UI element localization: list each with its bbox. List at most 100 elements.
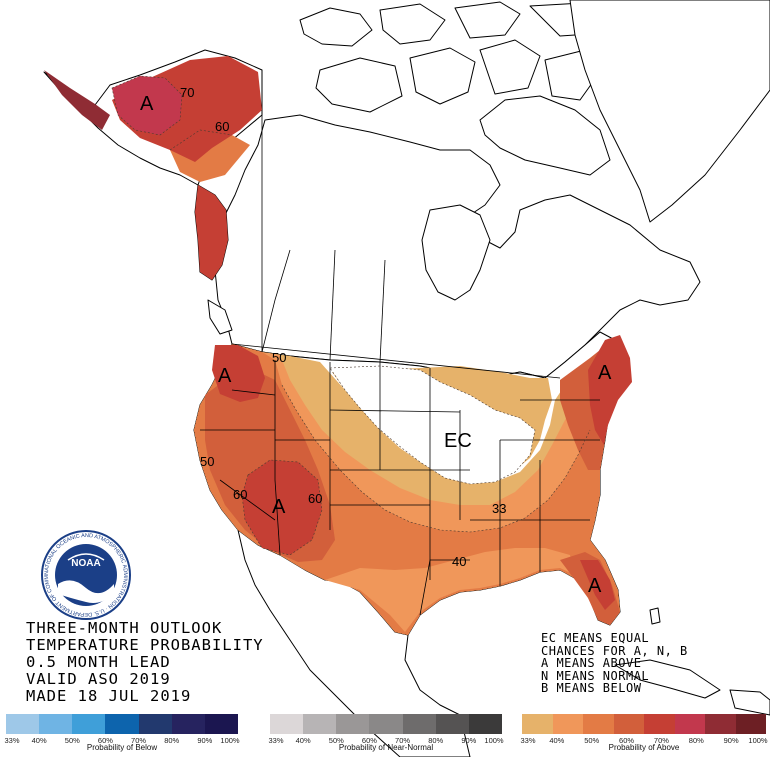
colorbar-tick-label: 60% [361,736,377,745]
colorbar-tick-label: 70% [131,736,147,745]
shade-sw-70 [242,460,322,555]
colorbar-tick-label: 33% [4,736,20,745]
svg-text:NOAA: NOAA [71,558,100,569]
colorbar-tick-label: 80% [428,736,444,745]
colorbar-swatch [552,714,583,734]
arctic-island [315,57,403,113]
colorbar-tick-label: 33% [520,736,536,745]
colorbar-tick-label: 90% [197,736,213,745]
colorbar-title: Probability of Below [86,743,158,752]
colorbar-swatch [522,714,553,734]
label-mid-33: 33 [492,501,506,516]
colorbar-swatch [72,714,106,734]
arctic-island [454,1,521,39]
colorbar-tick-label: 70% [395,736,411,745]
colorbar-tick-label: 70% [653,736,669,745]
colorbar-tick-label: 40% [295,736,311,745]
colorbar-tick-label: 80% [688,736,704,745]
colorbar-tick-label: 50% [64,736,80,745]
arctic-island [299,7,373,47]
label-alaska-a: A [140,93,154,115]
ec-legend: EC MEANS EQUAL CHANCES FOR A, N, B A MEA… [541,632,688,695]
greenland [569,0,770,223]
ec-legend-line: N MEANS NORMAL [541,668,650,683]
map-labels: A 70 60 A 50 50 60 A 60 EC 33 40 A A [140,85,612,597]
colorbar-swatch [613,714,644,734]
label-nw-50: 50 [272,350,286,365]
contour-lines [111,75,591,556]
colorbar-tick-label: 33% [268,736,284,745]
probability-shading [44,56,632,635]
political-lines [200,110,600,616]
colorbar-tick-label: 60% [97,736,113,745]
colorbar-tick-label: 40% [31,736,47,745]
colorbar-tick-label: 90% [461,736,477,745]
colorbar-swatch [105,714,139,734]
colorbar-tick-label: 90% [723,736,739,745]
colorbar-above: 33% 40% 50% 60% 70% 80% 90% 100% Probability of… [520,714,768,757]
hudson-bay [421,204,491,301]
colorbar-ticks: 33% 40% 50% 60% 70% 80% 90% 100% [4,734,240,746]
label-sw-60-right: 60 [308,491,322,506]
colorbar-tick-label: 80% [164,736,180,745]
colorbar-swatch [6,714,40,734]
colorbar-swatch [270,714,304,734]
colorbar-below: 33% 40% 50% 60% 70% 80% 90% 100% Probability of… [4,714,240,757]
colorbar-swatch [171,714,205,734]
shade-alaska-west [44,70,110,130]
colorbar-swatch [468,714,502,734]
colorbar-swatch [583,714,614,734]
ec-legend-line: B MEANS BELOW [541,681,642,695]
shade-pnw-70 [212,345,265,402]
colorbar-title: Probability of Above [608,743,680,752]
colorbar-ticks: 33% 40% 50% 60% 70% 80% 90% 100% [520,734,768,746]
bahamas [649,607,661,625]
arctic-island [379,3,446,45]
colorbar-swatch [674,714,705,734]
outlook-title: THREE-MONTH OUTLOOK TEMPERATURE PROBABIL… [26,620,264,705]
ec-legend-line: A MEANS ABOVE [541,656,642,670]
shade-ne-70 [588,335,632,445]
cuba [614,659,721,699]
label-south-40: 40 [452,554,466,569]
colorbar-swatch [39,714,73,734]
shade-alaska-70 [112,76,182,135]
title-line: THREE-MONTH OUTLOOK [26,619,223,637]
vancouver-island [207,299,233,335]
colorbar-swatch [644,714,675,734]
colorbar-swatch [435,714,469,734]
colorbar-swatch [138,714,172,734]
colorbar-swatch [369,714,403,734]
colorbar-tick-label: 50% [328,736,344,745]
colorbar-tick-label: 100% [748,736,768,745]
arctic-island [409,47,476,105]
colorbar-tick-label: 100% [484,736,504,745]
title-line: VALID ASO 2019 [26,670,171,688]
label-fl-a: A [588,575,602,597]
label-ca-50: 50 [200,454,214,469]
colorbar-swatch [705,714,736,734]
title-line: 0.5 MONTH LEAD [26,653,171,671]
label-ec: EC [444,430,472,452]
ec-legend-line: CHANCES FOR A, N, B [541,643,688,658]
label-ne-a: A [598,362,612,384]
colorbar-tick-label: 40% [549,736,565,745]
title-line: TEMPERATURE PROBABILITY [26,636,264,654]
colorbar-swatch [303,714,337,734]
title-line: MADE 18 JUL 2019 [26,687,192,705]
colorbar-swatch [735,714,766,734]
colorbar-swatch [336,714,370,734]
baffin-island [479,95,611,176]
label-alaska-60: 60 [215,119,229,134]
colorbar-boxes [6,714,238,734]
colorbar-swatch [402,714,436,734]
shade-fl-70 [580,560,615,610]
colorbar-tick-label: 100% [220,736,240,745]
colorbar-boxes [522,714,766,734]
colorbar-title: Probability of Near-Normal [338,743,434,752]
hispaniola [729,689,770,716]
colorbar-ticks: 33% 40% 50% 60% 70% 80% 90% 100% [268,734,504,746]
colorbar-boxes [270,714,502,734]
colorbar-tick-label: 50% [584,736,600,745]
label-pnw-a: A [218,365,232,387]
